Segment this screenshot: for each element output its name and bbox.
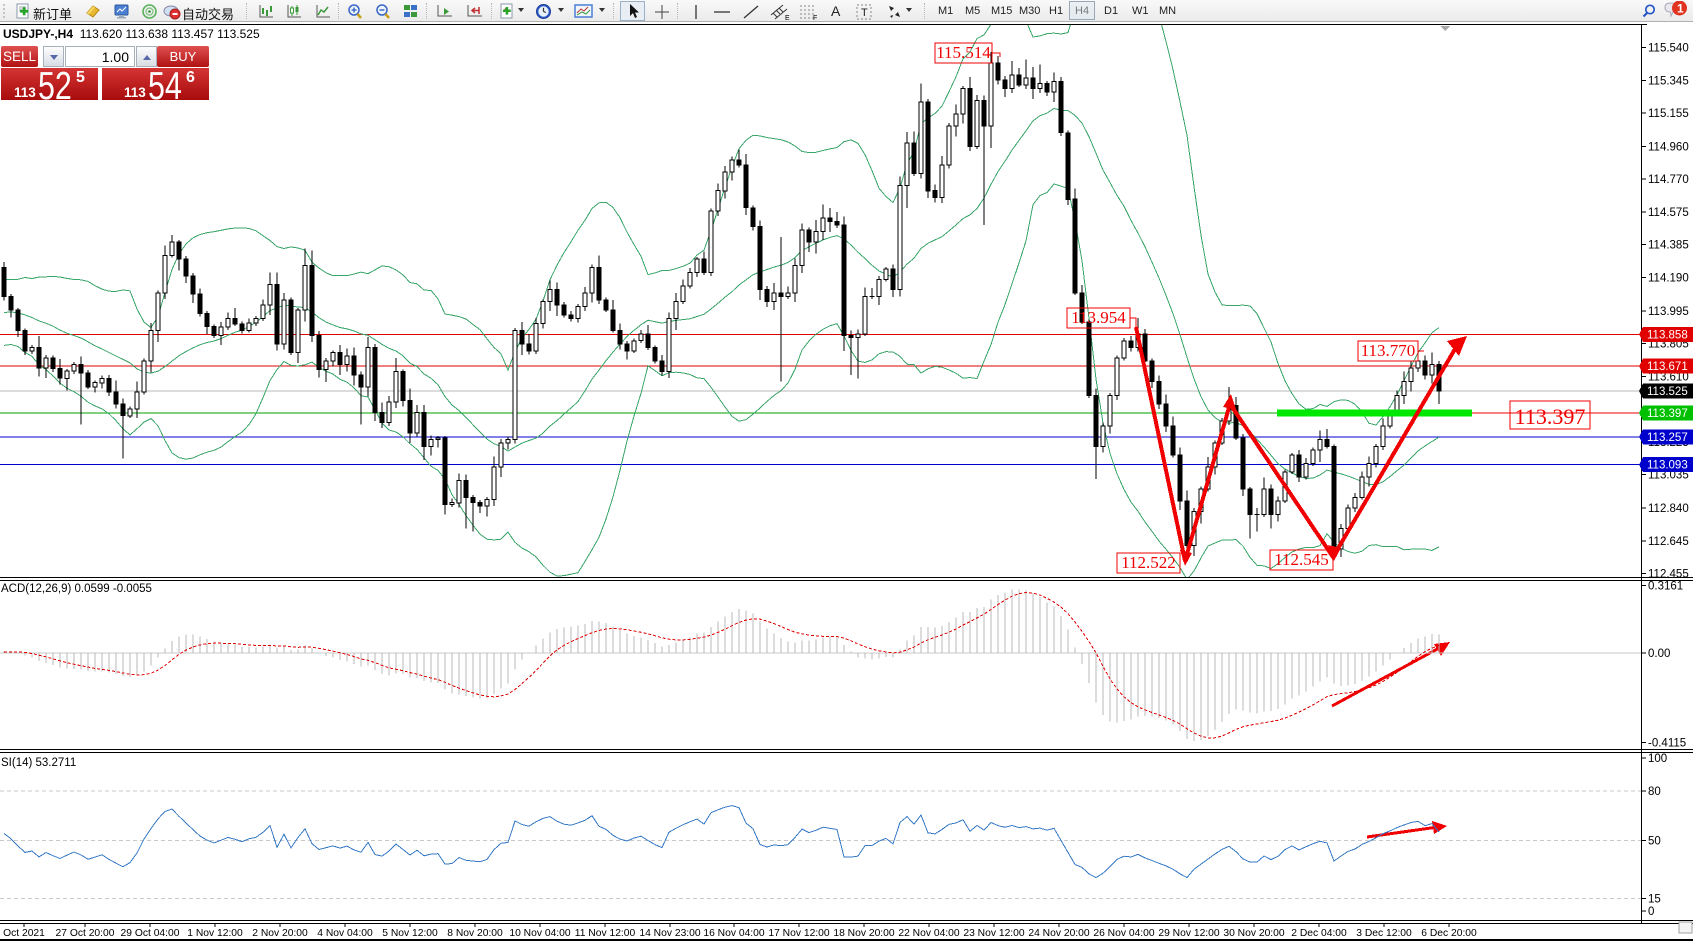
svg-text:10 Nov 04:00: 10 Nov 04:00 bbox=[509, 928, 571, 939]
svg-text:4 Nov 04:00: 4 Nov 04:00 bbox=[317, 928, 373, 939]
svg-text:ACD(12,26,9) 0.0599 -0.0055: ACD(12,26,9) 0.0599 -0.0055 bbox=[1, 583, 152, 595]
svg-text:113.397: 113.397 bbox=[1515, 404, 1586, 429]
svg-text:113.093: 113.093 bbox=[1647, 460, 1688, 472]
svg-text:17 Nov 12:00: 17 Nov 12:00 bbox=[768, 928, 830, 939]
svg-text:29 Oct 04:00: 29 Oct 04:00 bbox=[121, 928, 180, 939]
svg-text:30 Nov 20:00: 30 Nov 20:00 bbox=[1223, 928, 1285, 939]
svg-text:113.770: 113.770 bbox=[1361, 341, 1416, 360]
svg-text:8 Nov 20:00: 8 Nov 20:00 bbox=[447, 928, 503, 939]
svg-text:15: 15 bbox=[1648, 894, 1661, 906]
svg-text:22 Nov 04:00: 22 Nov 04:00 bbox=[898, 928, 960, 939]
svg-text:112.455: 112.455 bbox=[1648, 569, 1689, 581]
svg-text:11 Nov 12:00: 11 Nov 12:00 bbox=[575, 928, 636, 939]
svg-text:14 Nov 23:00: 14 Nov 23:00 bbox=[639, 928, 701, 939]
svg-text:113.671: 113.671 bbox=[1647, 361, 1688, 373]
svg-text:113.610: 113.610 bbox=[1648, 372, 1689, 384]
svg-text:113.858: 113.858 bbox=[1647, 329, 1688, 341]
svg-text:114.190: 114.190 bbox=[1648, 273, 1689, 285]
svg-text:18 Nov 20:00: 18 Nov 20:00 bbox=[833, 928, 895, 939]
svg-text:16 Nov 04:00: 16 Nov 04:00 bbox=[703, 928, 765, 939]
svg-text:0: 0 bbox=[1648, 906, 1654, 918]
svg-text:113.954: 113.954 bbox=[1071, 308, 1126, 327]
svg-text:1 Nov 12:00: 1 Nov 12:00 bbox=[187, 928, 243, 939]
svg-text:115.540: 115.540 bbox=[1648, 43, 1689, 55]
svg-text:113.525: 113.525 bbox=[1647, 386, 1688, 398]
svg-text:5 Nov 12:00: 5 Nov 12:00 bbox=[382, 928, 438, 939]
svg-text:112.840: 112.840 bbox=[1648, 503, 1689, 515]
svg-text:80: 80 bbox=[1648, 786, 1661, 798]
svg-text:24 Nov 20:00: 24 Nov 20:00 bbox=[1028, 928, 1090, 939]
svg-text:1: 1 bbox=[1677, 2, 1684, 16]
svg-text:113.257: 113.257 bbox=[1647, 432, 1688, 444]
svg-text:-0.4115: -0.4115 bbox=[1648, 738, 1686, 750]
svg-text:2 Nov 20:00: 2 Nov 20:00 bbox=[252, 928, 308, 939]
svg-text:100: 100 bbox=[1648, 753, 1667, 765]
svg-text:114.770: 114.770 bbox=[1648, 174, 1689, 186]
svg-text:50: 50 bbox=[1648, 836, 1661, 848]
svg-text:Oct 2021: Oct 2021 bbox=[3, 928, 45, 939]
svg-text:F: F bbox=[813, 15, 817, 21]
svg-text:112.545: 112.545 bbox=[1274, 550, 1329, 569]
svg-text:115.514: 115.514 bbox=[936, 43, 991, 62]
svg-text:23 Nov 12:00: 23 Nov 12:00 bbox=[963, 928, 1025, 939]
svg-text:115.345: 115.345 bbox=[1648, 76, 1689, 88]
svg-text:114.960: 114.960 bbox=[1648, 141, 1689, 153]
svg-text:T: T bbox=[861, 7, 868, 19]
svg-text:114.385: 114.385 bbox=[1648, 239, 1689, 251]
svg-text:SI(14) 53.2711: SI(14) 53.2711 bbox=[1, 757, 76, 769]
svg-text:115.155: 115.155 bbox=[1648, 108, 1689, 120]
svg-text:112.645: 112.645 bbox=[1648, 536, 1689, 548]
svg-text:3 Dec 12:00: 3 Dec 12:00 bbox=[1356, 928, 1412, 939]
svg-text:113.995: 113.995 bbox=[1648, 306, 1689, 318]
svg-text:112.522: 112.522 bbox=[1121, 553, 1176, 572]
svg-text:114.575: 114.575 bbox=[1648, 207, 1689, 219]
svg-text:E: E bbox=[785, 15, 790, 21]
svg-text:113.035: 113.035 bbox=[1648, 470, 1689, 482]
svg-text:6 Dec 20:00: 6 Dec 20:00 bbox=[1421, 928, 1477, 939]
svg-text:113.397: 113.397 bbox=[1647, 408, 1688, 420]
svg-text:26 Nov 04:00: 26 Nov 04:00 bbox=[1093, 928, 1155, 939]
svg-text:29 Nov 12:00: 29 Nov 12:00 bbox=[1158, 928, 1220, 939]
svg-text:27 Oct 20:00: 27 Oct 20:00 bbox=[56, 928, 115, 939]
svg-text:0.00: 0.00 bbox=[1648, 648, 1670, 660]
svg-text:2 Dec 04:00: 2 Dec 04:00 bbox=[1291, 928, 1347, 939]
svg-text:0.3161: 0.3161 bbox=[1648, 581, 1683, 593]
